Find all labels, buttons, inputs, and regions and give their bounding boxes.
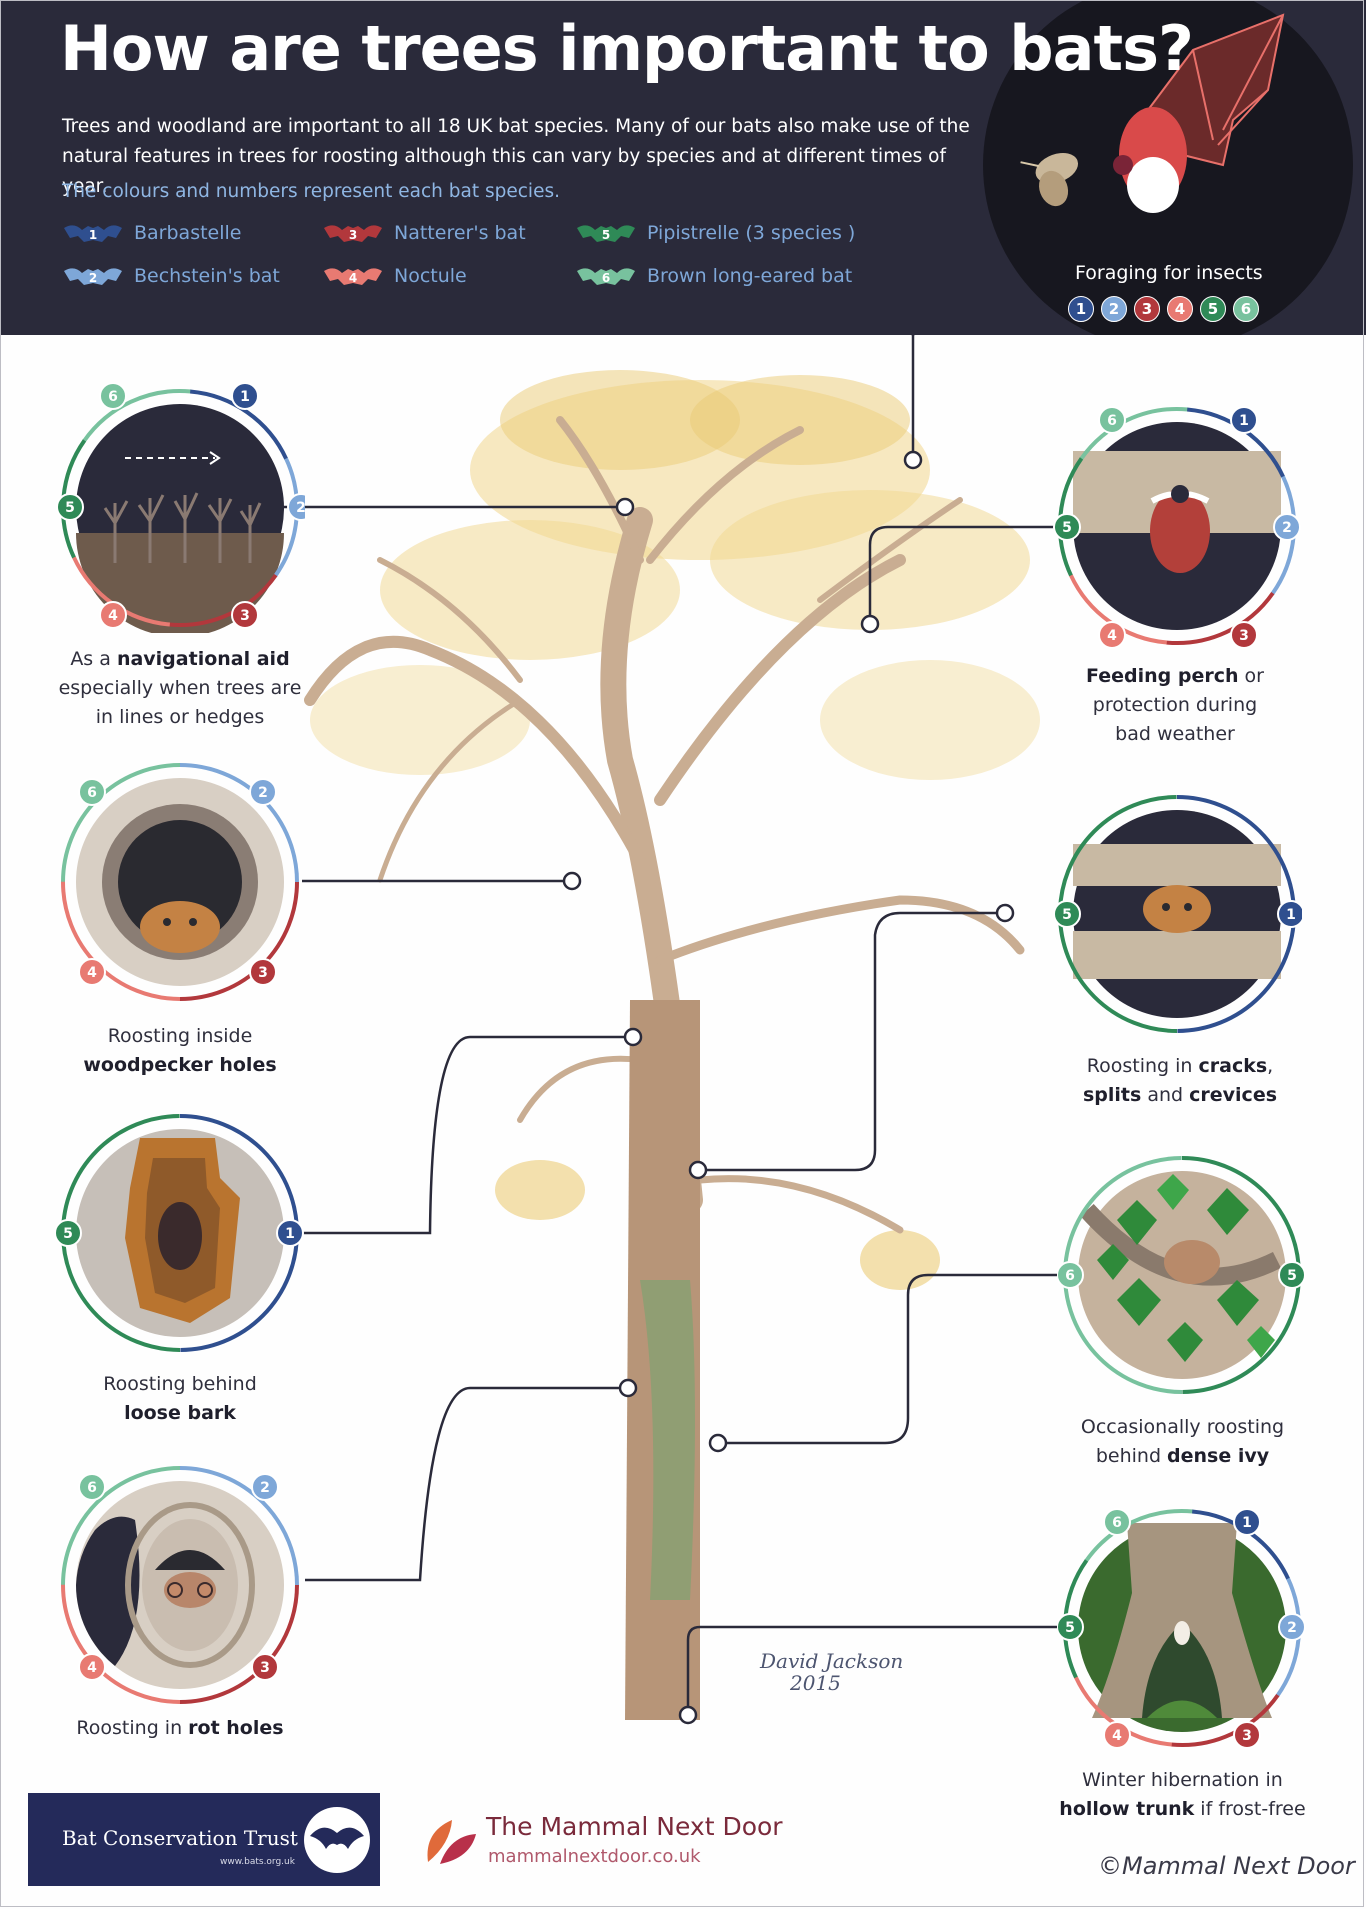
svg-text:5: 5 [63,1226,73,1242]
svg-text:1: 1 [1286,907,1296,923]
svg-text:1: 1 [1239,413,1249,429]
svg-text:1: 1 [89,228,97,242]
svg-text:3: 3 [1239,628,1249,644]
legend-item-noctule: 4 Noctule [322,259,467,293]
svg-text:5: 5 [602,228,610,242]
species-number: 2 [1101,296,1127,322]
colours-note: The colours and numbers represent each b… [62,181,560,202]
bct-bat-logo-icon [304,1807,370,1873]
svg-text:6: 6 [602,271,610,285]
bat-icon: 4 [324,268,382,285]
foraging-label: Foraging for insects [1075,262,1263,284]
bat-icon: 5 [577,225,635,242]
svg-text:4: 4 [1107,628,1117,644]
svg-text:3: 3 [349,228,357,242]
svg-text:2: 2 [89,271,97,285]
svg-text:6: 6 [87,785,97,801]
navigational-aid-caption: As a navigational aid especially when tr… [58,648,302,728]
woodpecker-holes-caption: Roosting inside woodpecker holes [83,1025,277,1076]
svg-text:4: 4 [349,271,357,285]
svg-text:2: 2 [296,500,305,516]
loose-bark-circle: 5 1 [55,1108,305,1358]
hollow-trunk-caption: Winter hibernation in hollow trunk if fr… [1059,1769,1306,1820]
svg-text:1: 1 [1242,1515,1252,1531]
bat-icon: 3 [324,225,382,242]
legend-item-brown-long-eared: 6 Brown long-eared bat [575,259,852,293]
header-banner: How are trees important to bats? Trees a… [0,0,1366,335]
artist-signature: David Jackson 2015 [760,1649,904,1695]
legend-item-barbastelle: 1 Barbastelle [62,216,241,250]
svg-text:4: 4 [108,608,118,624]
svg-text:2: 2 [1282,520,1292,536]
copyright-text: ©Mammal Next Door [1098,1852,1355,1880]
bct-name: Bat Conservation Trust [62,1826,298,1850]
species-number: 5 [1200,296,1226,322]
species-number: 4 [1167,296,1193,322]
dense-ivy-caption: Occasionally roosting behind dense ivy [1080,1416,1285,1467]
svg-text:3: 3 [260,1660,270,1676]
svg-text:3: 3 [258,965,268,981]
dense-ivy-circle: 6 5 [1057,1150,1307,1400]
rot-holes-circle: 6 2 3 4 [55,1460,305,1710]
moon-circle [983,0,1353,335]
species-number: 6 [1233,296,1259,322]
svg-text:4: 4 [87,1660,97,1676]
svg-text:6: 6 [1107,413,1117,429]
species-number: 3 [1134,296,1160,322]
svg-text:1: 1 [240,389,250,405]
bct-logo-block[interactable]: Bat Conservation Trust www.bats.org.uk [28,1793,380,1886]
svg-text:5: 5 [1062,907,1072,923]
woodpecker-holes-circle: 6 2 3 4 [55,757,305,1007]
cracks-caption: Roosting in cracks, splits and crevices [1082,1055,1278,1106]
svg-text:4: 4 [1112,1728,1122,1744]
svg-text:2: 2 [1287,1620,1297,1636]
legend-label: Brown long-eared bat [647,265,853,287]
bct-url: www.bats.org.uk [220,1857,295,1867]
svg-text:4: 4 [87,965,97,981]
foraging-species-numbers: 1 2 3 4 5 6 [1068,296,1259,322]
tree-illustration [240,335,1063,1725]
svg-text:5: 5 [1062,520,1072,536]
legend-label: Noctule [394,265,467,287]
svg-text:3: 3 [240,608,250,624]
svg-text:6: 6 [87,1480,97,1496]
rot-holes-caption: Roosting in rot holes [76,1717,284,1739]
svg-text:6: 6 [1065,1268,1075,1284]
mammal-next-door-leaf-icon [427,1820,476,1864]
feeding-perch-circle: 6 1 2 3 4 5 [1052,401,1302,651]
legend-label: Pipistrelle (3 species ) [647,222,856,244]
bat-and-moth-illustration [1020,13,1285,213]
svg-text:6: 6 [1112,1515,1122,1531]
legend-item-pipistrelle: 5 Pipistrelle (3 species ) [575,216,855,250]
legend-item-bechstein: 2 Bechstein's bat [62,259,280,293]
svg-text:5: 5 [65,500,75,516]
navigational-aid-circle: 6 1 2 3 4 5 [55,383,305,633]
svg-text:5: 5 [1287,1268,1297,1284]
cracks-circle: 5 1 [1052,789,1302,1039]
species-number: 1 [1068,296,1094,322]
legend-label: Barbastelle [134,222,242,244]
svg-text:6: 6 [108,389,118,405]
feeding-perch-caption: Feeding perch or protection during bad w… [1086,665,1264,745]
legend-label: Bechstein's bat [134,265,280,287]
svg-text:3: 3 [1242,1728,1252,1744]
svg-text:1: 1 [285,1226,295,1242]
hollow-trunk-circle: 6 1 2 3 4 5 [1057,1503,1307,1753]
svg-text:2: 2 [258,785,268,801]
loose-bark-caption: Roosting behind loose bark [103,1373,257,1424]
legend-item-natterer: 3 Natterer's bat [322,216,526,250]
mammal-next-door-url[interactable]: mammalnextdoor.co.uk [488,1846,701,1867]
mammal-next-door-title[interactable]: The Mammal Next Door [486,1812,783,1841]
bat-icon: 1 [64,225,122,242]
bat-icon: 2 [64,268,122,285]
bat-icon: 6 [577,268,635,285]
svg-text:2: 2 [260,1480,270,1496]
svg-text:5: 5 [1065,1620,1075,1636]
intro-text: Trees and woodland are important to all … [62,116,970,197]
legend-label: Natterer's bat [394,222,526,244]
page-title: How are trees important to bats? [60,12,1194,85]
